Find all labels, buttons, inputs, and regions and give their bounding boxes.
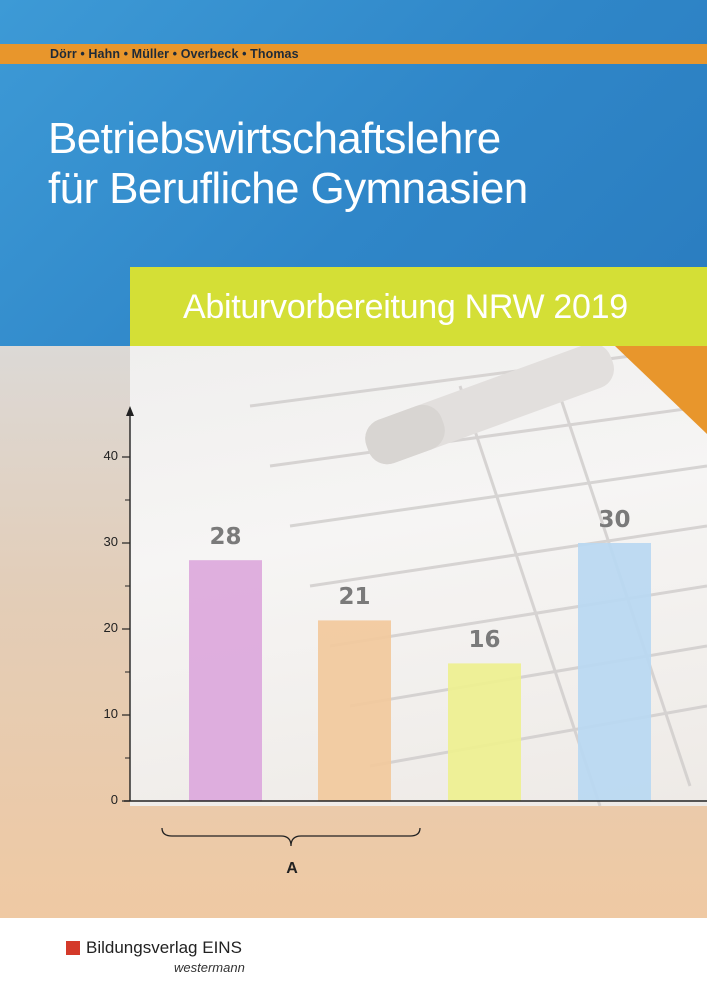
publisher-subline: westermann xyxy=(174,960,245,975)
publisher-logo-square xyxy=(66,941,80,955)
y-tick-label-0: 0 xyxy=(110,792,118,807)
subtitle: Abiturvorbereitung NRW 2019 xyxy=(183,288,628,326)
bar-value-label-2: 21 xyxy=(338,584,371,611)
bar-4 xyxy=(578,543,651,801)
y-axis-arrow xyxy=(126,406,134,416)
y-tick-label-30: 30 xyxy=(103,534,118,549)
y-tick-label-40: 40 xyxy=(103,448,118,463)
orange-corner-accent xyxy=(615,346,707,434)
author-names: Dörr • Hahn • Müller • Overbeck • Thomas xyxy=(50,47,299,61)
bar-value-label-3: 16 xyxy=(468,627,501,654)
author-band xyxy=(0,44,707,64)
book-title-line-1: Betriebswirtschaftslehre xyxy=(48,114,501,163)
book-title-line-2: für Berufliche Gymnasien xyxy=(48,164,528,213)
book-title: Betriebswirtschaftslehre für Berufliche … xyxy=(48,114,688,214)
publisher-band xyxy=(0,918,707,1000)
bar-value-label-4: 30 xyxy=(598,507,631,533)
bar-2 xyxy=(318,620,391,801)
bar-1 xyxy=(189,560,262,801)
subtitle-banner xyxy=(130,267,707,346)
y-tick-label-20: 20 xyxy=(103,620,118,635)
y-tick-label-10: 10 xyxy=(103,706,118,721)
bar-3 xyxy=(448,663,521,801)
publisher-name: Bildungsverlag EINS xyxy=(86,938,242,957)
group-brace xyxy=(161,827,421,847)
group-brace-label: A xyxy=(286,860,298,877)
bar-value-label-1: 28 xyxy=(209,524,242,551)
